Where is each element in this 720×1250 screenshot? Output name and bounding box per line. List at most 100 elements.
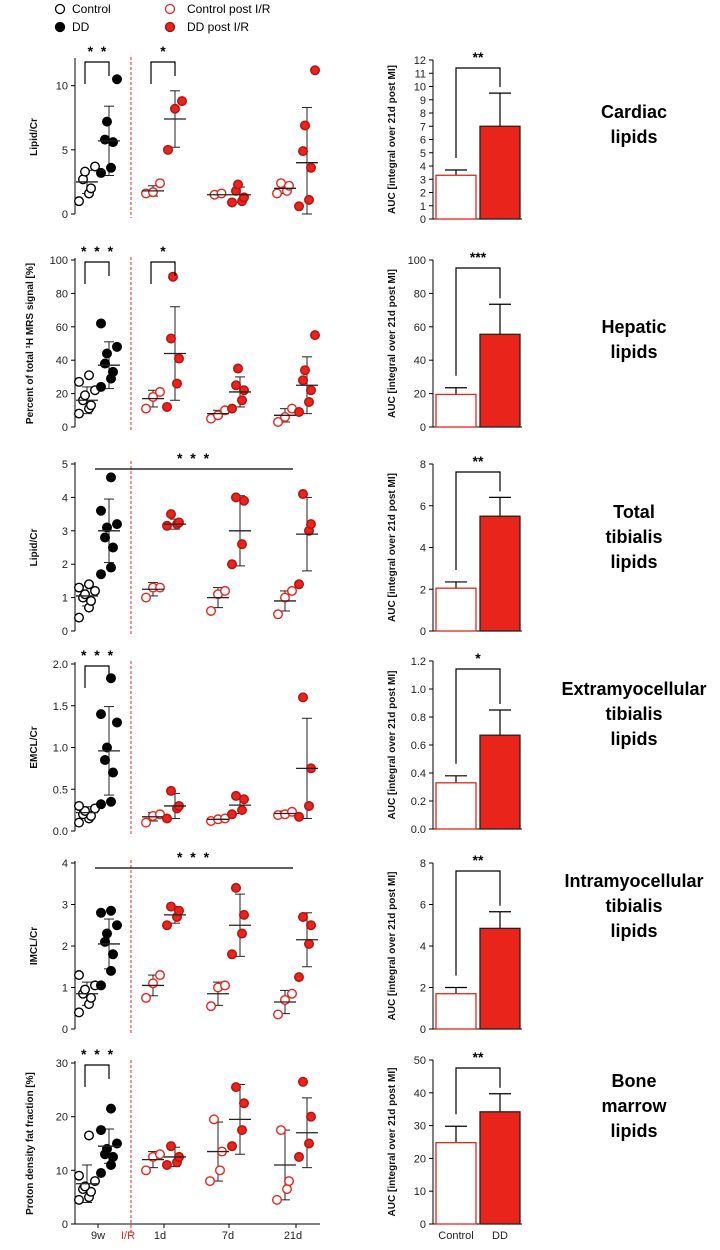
bar-y-tick-label: 1.2 (411, 656, 426, 668)
bar-y-tick-label: 4 (420, 161, 426, 173)
significance-label: * * (88, 43, 109, 59)
significance-bracket (150, 61, 176, 84)
data-point (85, 183, 96, 194)
data-point (105, 796, 116, 807)
y-tick-label: 1 (62, 593, 68, 605)
data-point (83, 579, 94, 590)
side-label-line: Cardiac (601, 102, 667, 122)
data-point (73, 1007, 84, 1018)
data-point (140, 403, 151, 414)
bar-y-tick-label: 0.0 (411, 824, 426, 836)
significance-bracket (84, 261, 110, 284)
data-point (111, 717, 122, 728)
data-point (111, 920, 122, 931)
data-point (236, 395, 247, 406)
bar-y-axis-label: AUC [integral over 21d post MI] (387, 473, 398, 622)
data-point (95, 799, 106, 810)
legend-label-control: Control (72, 2, 111, 16)
data-point (287, 585, 298, 596)
side-label-line: lipids (610, 921, 657, 941)
bar-y-tick-label: 2 (420, 983, 426, 995)
data-point (140, 1165, 151, 1176)
side-label-line: tibialis (605, 527, 662, 547)
side-label-line: lipids (610, 729, 657, 749)
data-point (85, 992, 96, 1003)
data-point (162, 144, 173, 155)
data-point (306, 1111, 317, 1122)
data-point (219, 585, 230, 596)
data-point (294, 201, 305, 212)
data-point (226, 1141, 237, 1152)
legend-item-dd: DD (54, 20, 90, 34)
data-point (208, 1114, 219, 1125)
side-label-line: Total (613, 502, 655, 522)
bar-y-tick-label: 4 (420, 941, 426, 953)
bar-y-tick-label: 2 (420, 188, 426, 200)
bar-dd (479, 125, 521, 220)
data-point (236, 1125, 247, 1136)
data-point (105, 562, 116, 573)
data-point (105, 472, 116, 483)
x-label-1d: 1d (154, 1230, 166, 1242)
bottom-x-labels: 9w I/R 1d 7d 21d Control DD (91, 1230, 508, 1242)
bar-y-tick-label: 0 (420, 1024, 426, 1036)
data-point (95, 980, 106, 991)
bar-y-tick-label: 12 (414, 55, 426, 67)
significance-bracket (150, 261, 176, 284)
data-point (304, 800, 315, 811)
bar-y-tick-label: 1 (420, 201, 426, 213)
data-point (298, 375, 309, 386)
data-point (294, 1151, 305, 1162)
data-point (99, 755, 110, 766)
y-tick-label: 0.0 (53, 826, 68, 838)
data-point (287, 988, 298, 999)
bar-y-axis-label: AUC [integral over 21d post MI] (387, 269, 398, 418)
data-point (282, 1184, 293, 1195)
bar-y-tick-label: 0.6 (411, 740, 426, 752)
panel-b: 0 20 40 60 80 100 Percent of total ¹H MRS sign… (25, 243, 667, 434)
bar-significance-bracket (455, 267, 501, 376)
data-point (280, 994, 291, 1005)
bar-y-tick-label: 0.4 (411, 768, 426, 780)
data-point (95, 1125, 106, 1136)
x-label-ir: I/R (121, 1230, 135, 1242)
data-point (310, 330, 321, 341)
data-point (272, 1194, 283, 1205)
data-point (273, 1009, 284, 1020)
data-point (105, 965, 116, 976)
data-point (214, 1165, 225, 1176)
bar-y-axis-label: AUC [integral over 21d post MI] (387, 1068, 398, 1217)
data-point (83, 370, 94, 381)
data-point (107, 949, 118, 960)
data-point (173, 517, 184, 528)
y-axis-label: Proton density fat fraction [%] (25, 1072, 36, 1215)
data-point (165, 901, 176, 912)
legend: Control DD Control post I/R DD post I/R (54, 2, 271, 34)
data-point (171, 378, 182, 389)
data-point (107, 1151, 118, 1162)
data-point (79, 390, 90, 401)
bar-y-tick-label: 11 (415, 68, 426, 80)
data-point (230, 882, 241, 893)
bar-y-tick-label: 0.8 (411, 712, 426, 724)
data-point (273, 609, 284, 620)
y-tick-label: 3 (62, 526, 68, 538)
side-label: Cardiac lipids (601, 102, 667, 147)
bar-y-tick-label: 20 (414, 1153, 426, 1165)
significance-label: * * * (177, 849, 211, 865)
data-point (272, 188, 283, 199)
y-tick-label: 2.0 (53, 659, 68, 671)
bar-significance-bracket (455, 471, 501, 570)
bar-y-tick-label: 2 (420, 584, 426, 596)
bar-dd (479, 515, 521, 632)
side-label-line: Intramyocellular (564, 871, 703, 891)
data-point (276, 178, 287, 189)
data-point (298, 489, 309, 500)
side-label-line: Hepatic (601, 317, 666, 337)
bar-y-tick-label: 40 (414, 1088, 426, 1100)
bar-y-tick-label: 80 (414, 288, 426, 300)
